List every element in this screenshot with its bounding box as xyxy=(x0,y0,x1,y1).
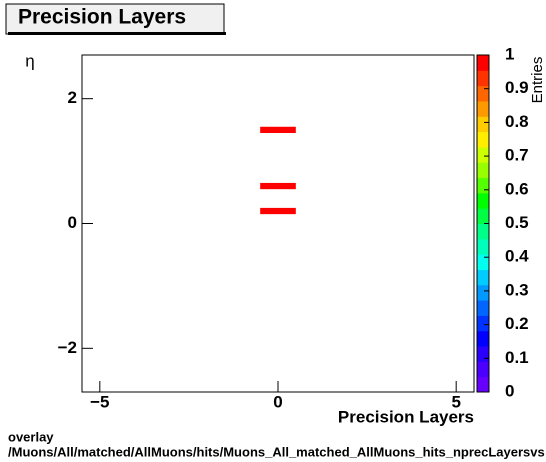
heat-cell xyxy=(260,126,296,134)
colorbar-segment xyxy=(477,116,489,133)
colorbar-segment xyxy=(477,284,489,301)
colorbar-segment xyxy=(477,376,489,393)
colorbar-segment xyxy=(477,315,489,332)
title-shadow xyxy=(8,32,226,35)
plot-frame xyxy=(81,54,475,393)
z-tick-label: 0.1 xyxy=(505,348,529,367)
z-tick-label: 1 xyxy=(505,44,514,63)
z-tick-label: 0.4 xyxy=(505,247,529,266)
footer-line: /Muons/All/matched/AllMuons/hits/Muons_A… xyxy=(8,444,545,459)
colorbar-segment xyxy=(477,346,489,362)
z-tick-label: 0.7 xyxy=(505,146,529,165)
z-tick-label: 0.5 xyxy=(505,213,529,232)
heat-cell xyxy=(260,207,296,215)
colorbar-segment xyxy=(477,146,489,163)
heat-cell xyxy=(260,182,296,190)
z-tick-label: 0.3 xyxy=(505,280,529,299)
colorbar-segment xyxy=(477,361,489,378)
y-tick-label: 0 xyxy=(68,213,77,232)
z-tick-label: 0.2 xyxy=(505,314,529,333)
colorbar-segment xyxy=(477,223,489,240)
y-axis-label: η xyxy=(25,51,34,70)
colorbar-segment xyxy=(477,238,489,255)
footer-line: overlay xyxy=(8,429,54,444)
colorbar-segment xyxy=(477,192,489,209)
z-tick-label: 0.8 xyxy=(505,112,529,131)
colorbar-segment xyxy=(477,85,489,102)
x-tick-label: 5 xyxy=(451,392,460,411)
y-tick-label: 2 xyxy=(68,88,77,107)
z-axis-label: Entries xyxy=(529,57,546,104)
colorbar-segment xyxy=(477,208,489,224)
colorbar-segment xyxy=(477,131,489,148)
colorbar-segment xyxy=(477,70,489,87)
x-tick-label: −5 xyxy=(90,392,109,411)
y-tick-label: −2 xyxy=(58,338,77,357)
x-tick-label: 0 xyxy=(273,392,282,411)
colorbar-segment xyxy=(477,254,489,270)
colorbar-segment xyxy=(477,55,489,71)
colorbar-segment xyxy=(477,269,489,286)
chart-title: Precision Layers xyxy=(18,6,186,29)
colorbar-segment xyxy=(477,300,489,316)
x-axis-label: Precision Layers xyxy=(338,407,474,426)
colorbar-segment xyxy=(477,162,489,179)
z-tick-label: 0 xyxy=(505,381,514,400)
z-tick-label: 0.6 xyxy=(505,179,529,198)
colorbar-segment xyxy=(477,177,489,194)
title-box xyxy=(5,3,225,35)
z-tick-label: 0.9 xyxy=(505,78,529,97)
colorbar-segment xyxy=(477,100,489,117)
colorbar-segment xyxy=(477,330,489,347)
